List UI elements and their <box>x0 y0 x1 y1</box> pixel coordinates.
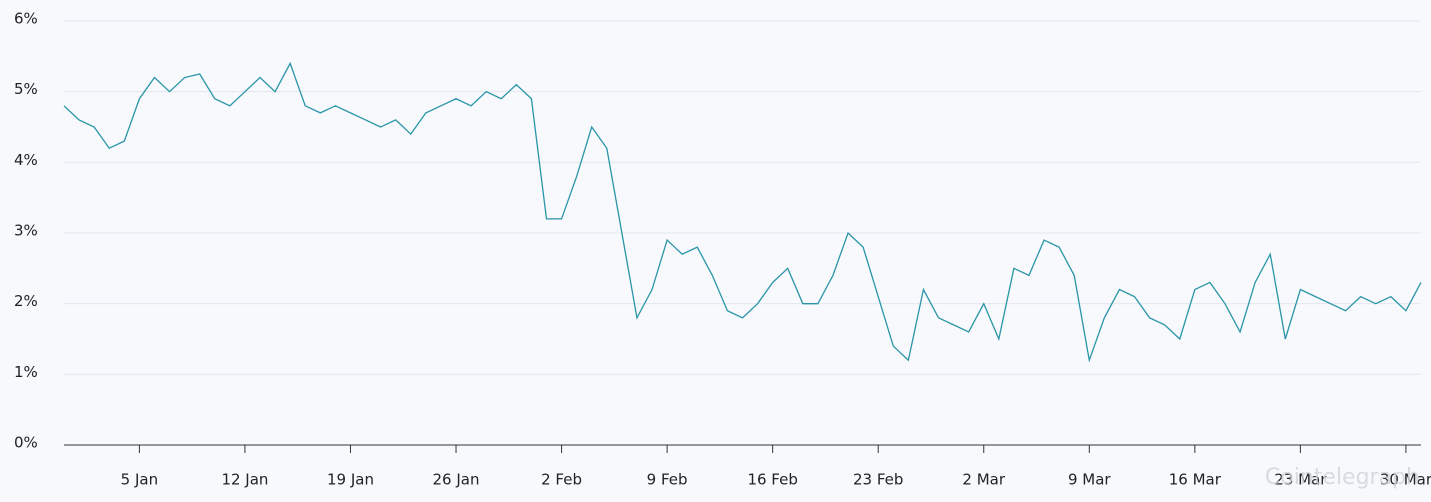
x-tick-label: 5 Jan <box>121 471 158 489</box>
y-tick-label: 3% <box>14 222 38 240</box>
y-tick-label: 5% <box>14 80 38 98</box>
x-tick-label: 2 Feb <box>541 471 582 489</box>
x-tick-label: 30 Mar <box>1380 471 1431 489</box>
y-tick-label: 4% <box>14 151 38 169</box>
x-tick-label: 23 Mar <box>1274 471 1327 489</box>
x-tick-label: 26 Jan <box>433 471 480 489</box>
x-tick-label: 9 Feb <box>647 471 688 489</box>
x-tick-label: 16 Mar <box>1169 471 1222 489</box>
y-tick-label: 6% <box>14 10 38 28</box>
x-tick-label: 2 Mar <box>962 471 1005 489</box>
x-tick-label: 9 Mar <box>1068 471 1111 489</box>
series-line <box>63 61 1422 363</box>
x-tick-label: 12 Jan <box>221 471 268 489</box>
y-tick-label: 1% <box>14 363 38 381</box>
x-tick-label: 23 Feb <box>853 471 903 489</box>
watermark: Cointelegraph <box>1265 465 1420 490</box>
y-tick-label: 0% <box>14 434 38 452</box>
x-tick-label: 16 Feb <box>747 471 797 489</box>
y-tick-label: 2% <box>14 292 38 310</box>
x-tick-label: 19 Jan <box>327 471 374 489</box>
